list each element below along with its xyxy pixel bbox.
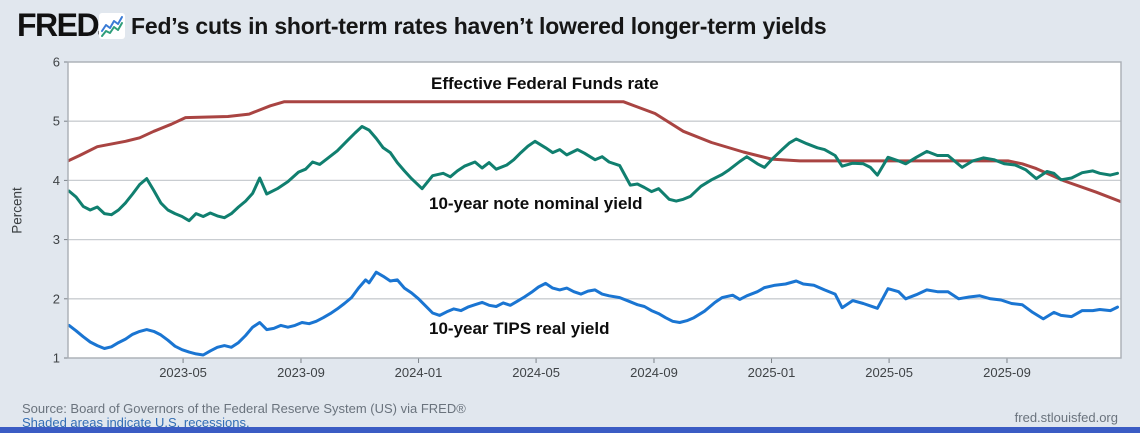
y-tick-label: 3 [53,232,60,247]
plot-border [67,61,1122,359]
series-label-10-year-tips-real-yield: 10-year TIPS real yield [429,319,610,338]
fred-logo-text: FRED [17,7,100,43]
page-title: Fed’s cuts in short-term rates haven’t l… [131,13,827,39]
y-tick-label: 6 [53,55,60,70]
x-tick-label: 2024-09 [630,365,678,380]
fred-site-url: fred.stlouisfed.org [1014,410,1118,425]
series-line-1 [68,125,1119,223]
source-attribution: Source: Board of Governors of the Federa… [22,401,466,416]
x-tick-label: 2024-01 [395,365,443,380]
bottom-accent-bar [0,427,1140,433]
y-tick-label: 2 [53,291,60,306]
x-tick-label: 2025-05 [865,365,913,380]
recessions-note-link[interactable]: Shaded areas indicate U.S. recessions. [22,415,250,430]
x-tick-label: 2023-09 [277,365,325,380]
series-line-0 [68,100,1121,204]
y-axis-title: Percent [9,187,25,234]
y-tick-label: 4 [53,173,60,188]
x-tick-label: 2023-05 [159,365,207,380]
x-tick-label: 2025-01 [748,365,796,380]
series-line-2 [68,270,1119,357]
y-tick-label: 1 [53,351,60,366]
fred-chart-icon [99,13,125,39]
series-label-effective-federal-funds-rate: Effective Federal Funds rate [431,74,659,93]
series-label-10-year-note-nominal-yield: 10-year note nominal yield [429,194,643,213]
x-tick-label: 2024-05 [512,365,560,380]
y-tick-label: 5 [53,114,60,129]
plot-area [68,62,1121,358]
x-tick-label: 2025-09 [983,365,1031,380]
